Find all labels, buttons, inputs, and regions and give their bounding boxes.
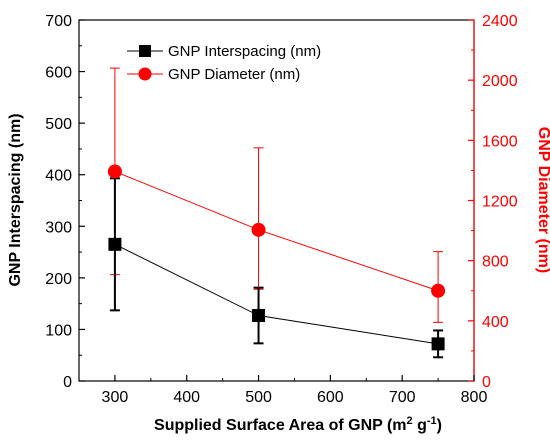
- x-tick-label: 400: [173, 389, 200, 406]
- right-y-axis-title: GNP Diameter (nm): [535, 127, 550, 273]
- data-point-interspacing: [431, 337, 445, 351]
- left-y-tick-label: 100: [45, 322, 72, 339]
- data-point-diameter: [107, 164, 122, 179]
- x-tick-label: 800: [461, 389, 488, 406]
- left-y-tick-label: 0: [63, 374, 72, 391]
- data-point-diameter: [431, 283, 446, 298]
- left-y-tick-label: 700: [45, 13, 72, 30]
- x-tick-label: 300: [102, 389, 129, 406]
- legend-label-interspacing: GNP Interspacing (nm): [168, 43, 321, 60]
- series-line-0: [114, 243, 439, 345]
- left-y-tick-label: 400: [45, 168, 72, 185]
- left-y-axis: 0 100 200 300 400 500 600 700: [45, 13, 85, 391]
- x-axis-title-close: ): [437, 417, 442, 434]
- left-y-tick-label: 200: [45, 271, 72, 288]
- right-y-tick-label: 2000: [482, 73, 518, 90]
- x-axis-title: Supplied Surface Area of GNP (m2 g-1): [154, 415, 442, 434]
- data-point-interspacing: [252, 309, 266, 323]
- x-axis-title-sup1: 2: [407, 415, 413, 427]
- right-y-tick-label: 800: [482, 254, 509, 271]
- right-y-tick-label: 0: [482, 374, 491, 391]
- series-line-1: [114, 171, 439, 292]
- right-y-tick-label: 1600: [482, 133, 518, 150]
- x-axis-title-main: Supplied Surface Area of GNP (m: [154, 417, 407, 434]
- left-y-axis-title: GNP Interspacing (nm): [7, 113, 24, 286]
- x-axis-title-g: g: [413, 417, 427, 434]
- x-tick-label: 600: [317, 389, 344, 406]
- legend-label-diameter: GNP Diameter (nm): [168, 66, 300, 83]
- x-axis: 300 400 500 600 700 800: [102, 375, 488, 406]
- series-layer: [107, 67, 446, 359]
- x-axis-title-sup2: -1: [427, 415, 437, 427]
- left-y-tick-label: 300: [45, 219, 72, 236]
- left-y-tick-label: 600: [45, 65, 72, 82]
- data-point-diameter: [251, 222, 266, 237]
- x-tick-label: 700: [389, 389, 416, 406]
- legend: GNP Interspacing (nm) GNP Diameter (nm): [127, 43, 321, 83]
- right-y-tick-label: 1200: [482, 194, 518, 211]
- legend-marker-square: [139, 45, 151, 57]
- right-y-tick-label: 400: [482, 314, 509, 331]
- legend-marker-circle: [138, 67, 152, 81]
- left-y-tick-label: 500: [45, 116, 72, 133]
- data-point-interspacing: [108, 237, 122, 251]
- right-y-axis: 0 400 800 1200 1600 2000 2400: [468, 13, 518, 391]
- right-y-tick-label: 2400: [482, 13, 518, 30]
- x-tick-label: 500: [245, 389, 272, 406]
